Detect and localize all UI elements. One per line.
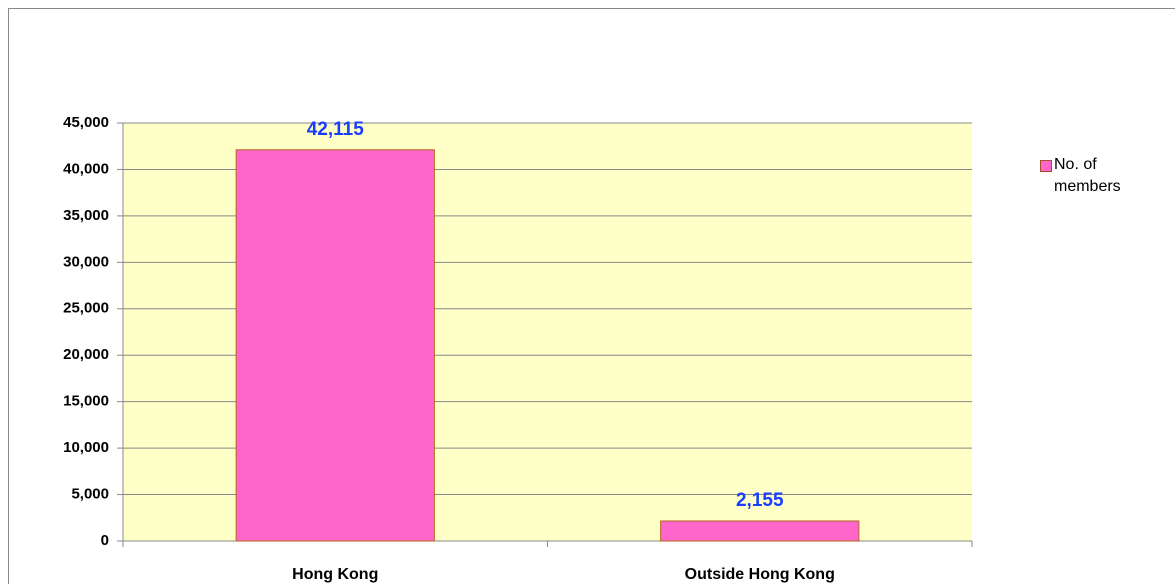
y-tick-label: 30,000	[63, 253, 109, 270]
chart-border	[8, 8, 1175, 584]
legend: No. of members	[1040, 154, 1140, 198]
data-label: 42,115	[307, 119, 364, 140]
y-tick-label: 0	[101, 532, 109, 549]
bar	[660, 520, 860, 542]
y-tick-label: 15,000	[63, 393, 109, 410]
y-tick-label: 10,000	[63, 439, 109, 456]
y-tick-label: 20,000	[63, 346, 109, 363]
y-tick-label: 35,000	[63, 207, 109, 224]
x-tick-label: Hong Kong	[292, 566, 378, 583]
legend-label: No. of members	[1054, 156, 1121, 195]
legend-swatch	[1040, 160, 1052, 172]
y-tick-label: 40,000	[63, 160, 109, 177]
x-tick-label: Outside Hong Kong	[685, 566, 835, 583]
y-tick-label: 45,000	[63, 114, 109, 131]
bar	[235, 149, 435, 542]
y-tick-label: 5,000	[71, 486, 109, 503]
y-tick-label: 25,000	[63, 300, 109, 317]
data-label: 2,155	[736, 490, 784, 511]
